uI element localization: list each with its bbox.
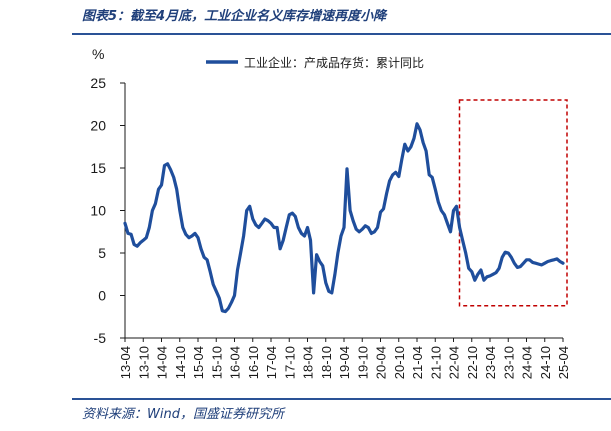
bottom-divider	[72, 398, 611, 400]
y-tick-label: 15	[90, 160, 106, 176]
x-tick-label: 19-04	[337, 346, 352, 379]
x-tick-label: 13-04	[118, 346, 133, 379]
x-tick-label: 22-04	[447, 346, 462, 379]
y-axis-unit-label: %	[92, 46, 104, 62]
x-tick-label: 16-10	[246, 346, 261, 379]
x-tick-label: 15-10	[209, 346, 224, 379]
source-note: 资料来源：Wind，国盛证券研究所	[82, 407, 284, 422]
x-tick-label: 13-10	[136, 346, 151, 379]
x-tick-label: 23-04	[483, 346, 498, 379]
x-tick-label: 20-10	[392, 346, 407, 379]
y-tick-label: 10	[90, 203, 106, 219]
x-tick-labels: 13-04 13-10 14-04 14-10 15-04 15-10 16-04 16-10…	[118, 338, 571, 379]
top-divider	[72, 33, 611, 35]
y-tick-labels: -5 0 5 10 15 20 25	[90, 75, 125, 346]
x-tick-label: 17-04	[264, 346, 279, 379]
x-tick-label: 24-10	[538, 346, 553, 379]
x-tick-label: 22-10	[465, 346, 480, 379]
y-tick-label: 5	[98, 245, 106, 261]
x-tick-label: 23-10	[501, 346, 516, 379]
x-tick-label: 18-10	[319, 346, 334, 379]
x-tick-label: 25-04	[556, 346, 571, 379]
x-tick-label: 20-04	[374, 346, 389, 379]
x-tick-label: 15-04	[191, 346, 206, 379]
x-tick-label: 21-04	[410, 346, 425, 379]
x-tick-label: 16-04	[228, 346, 243, 379]
series-lines	[123, 122, 565, 314]
y-tick-label: 25	[90, 75, 106, 91]
legend-label: 工业企业：产成品存货：累计同比	[244, 55, 424, 70]
figure-title: 图表5：截至4月底，工业企业名义库存增速再度小降	[82, 9, 387, 24]
highlight-box	[458, 99, 568, 307]
x-tick-label: 18-04	[301, 346, 316, 379]
x-tick-label: 19-10	[355, 346, 370, 379]
y-tick-label: 0	[98, 288, 106, 304]
highlight-region	[458, 99, 568, 307]
x-tick-label: 17-10	[282, 346, 297, 379]
x-tick-label: 14-04	[155, 346, 170, 379]
y-tick-label: -5	[94, 330, 107, 346]
chart-legend: 工业企业：产成品存货：累计同比	[206, 55, 424, 70]
x-tick-label: 14-10	[173, 346, 188, 379]
series-line-0	[123, 122, 565, 314]
x-tick-label: 24-04	[520, 346, 535, 379]
x-tick-label: 21-10	[428, 346, 443, 379]
y-tick-label: 20	[90, 118, 106, 134]
